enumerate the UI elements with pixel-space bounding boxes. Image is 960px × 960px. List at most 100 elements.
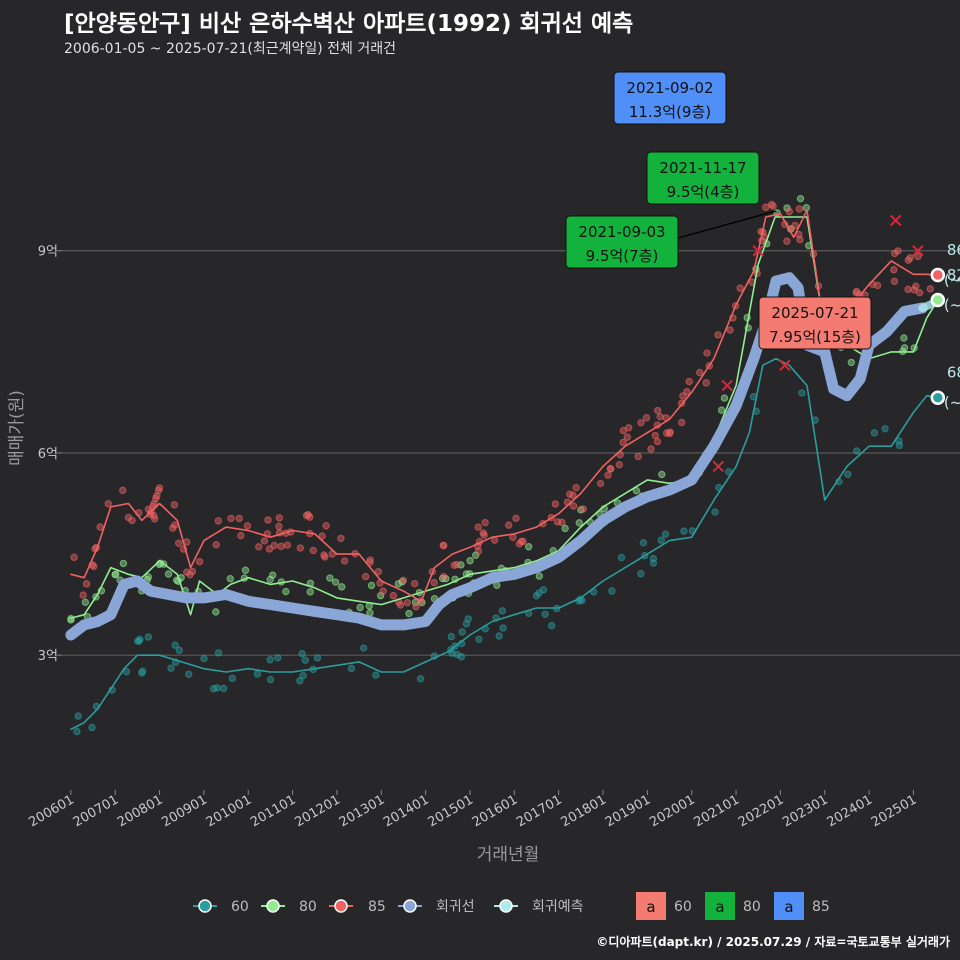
scatter-point-85 [615,460,624,469]
scatter-point-85 [275,514,284,522]
scatter-point-60 [453,650,461,659]
scatter-point-85 [389,591,398,600]
scatter-point-80 [367,581,376,590]
scatter-point-85 [785,207,794,216]
scatter-point-85 [480,531,488,539]
end-area-label: (~60㎡) [944,394,960,412]
x-tick-label: 202301 [780,792,830,830]
legend-label-회귀선: 회귀선 [436,899,475,915]
annotation-price: 7.95억(15층) [769,328,861,346]
scatter-point-85 [558,518,566,527]
x-tick-label: 200901 [159,792,209,830]
scatter-point-85 [450,561,458,570]
scatter-point-85 [430,578,438,587]
scatter-point-60 [881,425,889,433]
scatter-point-85 [619,438,627,447]
scatter-point-80 [338,583,346,591]
cancelled-mark [721,379,733,392]
scatter-point-85 [169,524,177,532]
scatter-point-85 [170,501,179,509]
scatter-point-80 [493,581,501,590]
scatter-point-60 [639,539,648,547]
scatter-point-85 [915,288,924,297]
scatter-point-85 [551,500,560,508]
legend-label-60: 60 [231,899,249,915]
scatter-point-60 [228,674,237,683]
scatter-point-85 [904,285,912,294]
scatter-point-85 [104,500,113,508]
scatter-point-85 [926,285,934,293]
scatter-point-85 [654,406,662,415]
scatter-point-85 [512,514,520,523]
scatter-point-85 [174,539,183,547]
scatter-point-60 [219,684,228,693]
scatter-point-85 [783,237,791,245]
scatter-point-85 [296,544,305,552]
scatter-point-85 [243,522,252,530]
scatter-point-60 [844,470,852,478]
x-tick-label: 201101 [248,792,298,830]
scatter-point-85 [515,540,524,548]
cancelled-mark [912,245,924,257]
x-axis-title: 거래년월 [477,845,540,865]
scatter-point-85 [637,419,645,427]
x-tick-label: 201401 [381,792,431,830]
legend-symbol-60 [198,899,212,913]
scatter-point-60 [416,675,425,683]
scatter-point-80 [405,609,413,618]
cancelled-mark [889,214,902,227]
y-tick-label: 6억 [38,447,58,462]
scatter-point-85 [275,522,283,531]
scatter-point-80 [847,358,856,367]
scatter-point-60 [458,628,466,636]
scatter-point-85 [914,252,922,261]
scatter-point-60 [266,656,274,664]
scatter-point-60 [175,646,184,655]
grid-layer [62,250,960,656]
scatter-point-85 [634,452,642,461]
scatter-point-80 [394,580,403,588]
scatter-point-85 [403,598,412,607]
annotation-date: 2021-09-03 [578,223,665,241]
scatter-point-85 [320,551,328,559]
scatter-point-85 [596,479,605,488]
scatter-point-85 [337,534,345,543]
scatter-point-80 [212,608,220,616]
scatter-point-85 [214,517,222,525]
scatter-point-60 [266,675,275,684]
scatter-point-85 [270,541,278,550]
end-area-label: (~80㎡) [944,296,960,314]
annotation-bg [613,71,727,125]
scatter-point-85 [569,502,578,510]
scatter-point-80 [241,566,250,574]
cancelled-mark [752,245,764,257]
annotation-box: 2021-11-17 9.5억(4층) [646,151,760,205]
scatter-point-60 [298,649,306,658]
scatter-point-85 [702,379,710,387]
legend-box-label: 85 [812,899,830,915]
end-area-label: (~85㎡) [944,271,960,289]
x-tick-label: 201601 [470,792,520,830]
scatter-point-85 [144,505,153,514]
scatter-point-60 [372,671,380,679]
scatter-point-85 [260,537,269,545]
annotation-box: 2021-09-03 9.5억(7층) [565,210,776,269]
scatter-point-60 [499,624,507,632]
legend-label-80: 80 [299,899,317,915]
end-point-80 [930,292,946,308]
scatter-point-85 [474,547,483,555]
scatter-point-85 [906,254,914,262]
scatter-point-85 [762,203,770,211]
scatter-point-80 [900,334,908,342]
scatter-point-85 [153,492,161,500]
x-tick-label: 200801 [115,792,165,830]
scatter-point-60 [637,570,645,578]
chart-title: [안양동안구] 비산 은하수벽산 아파트(1992) 회귀선 예측 [64,11,634,37]
scatter-point-80 [658,470,666,479]
legend-label-회귀예측: 회귀예측 [532,899,584,915]
annotation-date: 2021-09-02 [626,79,713,97]
scatter-point-60 [798,389,806,397]
end-point-60 [930,390,946,405]
scatter-point-60 [313,654,322,662]
scatter-point-85 [647,445,655,453]
